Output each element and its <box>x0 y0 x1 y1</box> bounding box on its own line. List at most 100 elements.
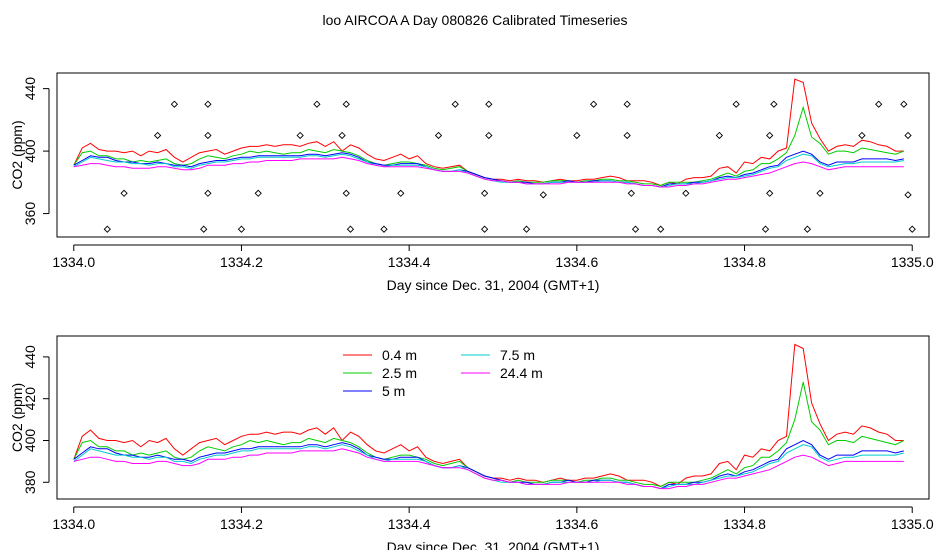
legend-label: 0.4 m <box>382 347 417 363</box>
data-point <box>342 189 350 197</box>
y-tick-label: 360 <box>22 202 38 226</box>
x-tick-label: 1335.0 <box>891 254 934 270</box>
data-point <box>346 225 355 233</box>
x-axis: 1334.0 1334.2 1334.4 1334.6 1334.8 1335.0 Day … <box>52 506 934 550</box>
data-point <box>657 225 665 233</box>
series-line-24p4m <box>73 156 904 188</box>
legend-label: 7.5 m <box>500 347 535 363</box>
data-point <box>715 131 724 140</box>
data-point <box>153 131 162 140</box>
data-point <box>204 100 212 108</box>
series-group <box>73 343 905 490</box>
legend: 0.4 m 2.5 m 5 m 7.5 m 24.4 m <box>343 347 543 399</box>
x-tick-label: 1334.2 <box>220 254 263 270</box>
x-tick-label: 1334.4 <box>388 516 431 532</box>
plot-frame <box>56 335 930 500</box>
x-tick-label: 1334.2 <box>220 516 263 532</box>
bottom-panel: 1334.0 1334.2 1334.4 1334.6 1334.8 1335.0 Day … <box>9 335 934 550</box>
data-point <box>397 189 405 197</box>
data-point <box>623 100 631 108</box>
data-point <box>631 225 640 233</box>
y-tick-label: 440 <box>22 345 38 369</box>
data-point <box>766 131 774 140</box>
x-axis-label: Day since Dec. 31, 2004 (GMT+1) <box>387 539 600 550</box>
x-tick-label: 1334.0 <box>52 254 95 270</box>
data-point <box>816 189 824 197</box>
x-tick-label: 1335.0 <box>891 516 934 532</box>
legend-item-7p5m: 7.5 m <box>461 347 535 363</box>
data-point <box>313 100 321 108</box>
data-point <box>380 225 388 233</box>
data-point <box>170 100 179 108</box>
x-tick-label: 1334.0 <box>52 516 95 532</box>
data-point <box>627 189 635 197</box>
legend-label: 24.4 m <box>500 365 543 381</box>
y-tick-label: 440 <box>22 77 38 101</box>
series-line-2p5m <box>73 381 905 488</box>
y-axis-label: CO2 (ppm) <box>9 120 25 189</box>
data-point <box>120 189 128 197</box>
x-tick-label: 1334.8 <box>723 516 766 532</box>
legend-item-5m: 5 m <box>343 383 405 399</box>
y-axis: 380 400 420 440 CO2 (ppm) <box>9 345 50 494</box>
data-point <box>485 131 493 140</box>
data-point <box>103 225 111 233</box>
data-point <box>539 191 547 199</box>
y-tick-label: 400 <box>22 139 38 163</box>
data-point <box>480 225 489 233</box>
data-point <box>573 131 581 140</box>
data-point <box>434 131 443 140</box>
data-point <box>732 100 740 108</box>
legend-item-0p4m: 0.4 m <box>343 347 417 363</box>
data-point <box>900 100 908 108</box>
y-tick-label: 380 <box>22 470 38 494</box>
data-point <box>904 191 912 199</box>
series-line-2p5m <box>73 105 904 187</box>
data-point <box>342 100 350 108</box>
x-tick-label: 1334.6 <box>555 254 598 270</box>
y-axis: 360 400 440 CO2 (ppm) <box>9 77 50 226</box>
data-point <box>522 225 531 233</box>
x-tick-label: 1334.6 <box>555 516 598 532</box>
legend-item-2p5m: 2.5 m <box>343 365 417 381</box>
series-group <box>73 78 904 188</box>
y-tick-label: 420 <box>22 387 38 411</box>
data-point <box>803 225 812 233</box>
data-point <box>338 131 346 140</box>
data-point <box>770 100 778 108</box>
data-point <box>908 225 916 233</box>
data-point <box>485 100 493 108</box>
data-point <box>237 225 246 233</box>
x-tick-label: 1334.4 <box>388 254 431 270</box>
x-axis: 1334.0 1334.2 1334.4 1334.6 1334.8 1335.0 Day … <box>52 244 934 293</box>
data-point <box>682 189 690 197</box>
data-point <box>480 189 489 197</box>
legend-item-24p4m: 24.4 m <box>461 365 543 381</box>
data-point <box>589 100 598 108</box>
data-point <box>623 131 631 140</box>
data-point <box>766 189 774 197</box>
data-point <box>761 225 770 233</box>
data-point <box>254 189 262 197</box>
data-point <box>296 131 304 140</box>
y-tick-label: 400 <box>22 429 38 453</box>
y-axis-label: CO2 (ppm) <box>9 383 25 452</box>
scatter-points <box>103 100 916 233</box>
data-point <box>858 131 866 140</box>
chart-title: loo AIRCOA A Day 080826 Calibrated Times… <box>322 12 627 28</box>
top-panel: 1334.0 1334.2 1334.4 1334.6 1334.8 1335.0 Day … <box>9 72 934 293</box>
data-point <box>200 225 208 233</box>
x-axis-label: Day since Dec. 31, 2004 (GMT+1) <box>387 277 600 293</box>
series-line-5m <box>73 150 904 188</box>
plot-frame <box>56 72 930 238</box>
data-point <box>204 131 212 140</box>
x-tick-label: 1334.8 <box>723 254 766 270</box>
legend-label: 5 m <box>382 383 405 399</box>
series-line-5m <box>73 439 904 490</box>
legend-label: 2.5 m <box>382 365 417 381</box>
data-point <box>875 100 883 108</box>
data-point <box>451 100 459 108</box>
series-line-24p4m <box>73 448 904 490</box>
data-point <box>204 189 212 197</box>
